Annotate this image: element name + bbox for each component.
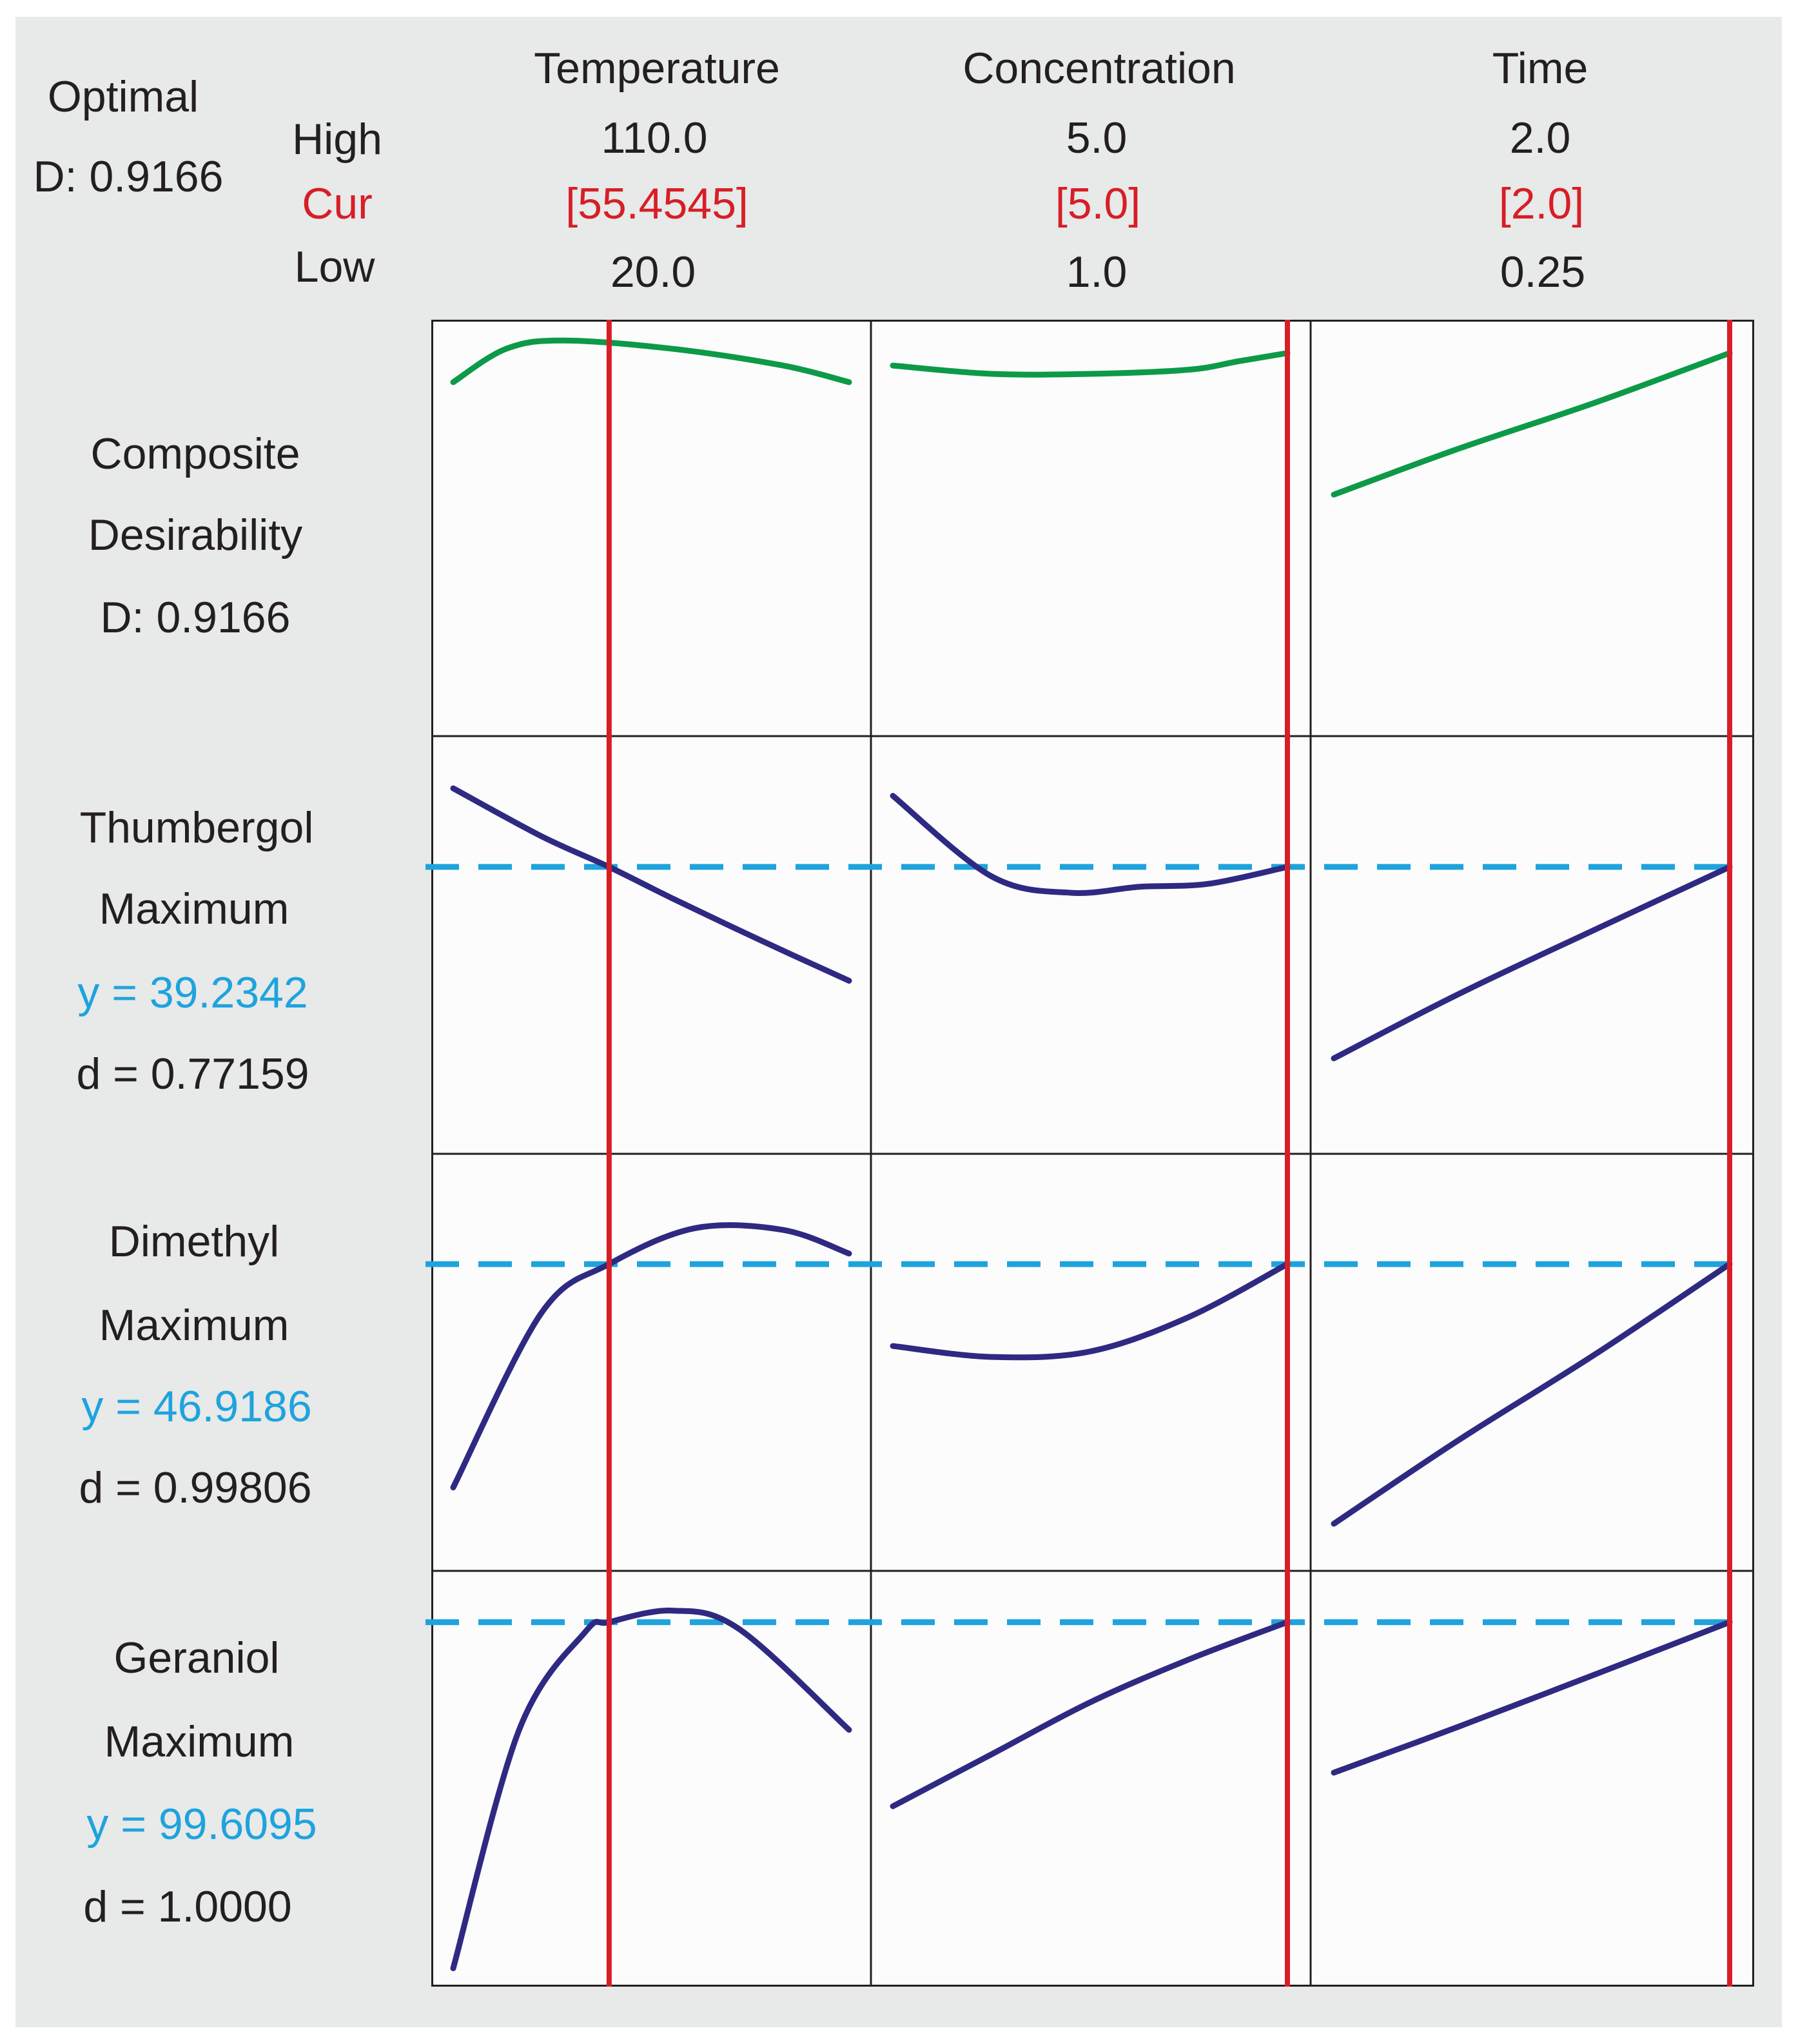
- factor-high-temperature: 110.0: [601, 113, 708, 162]
- composite-curve-time: [1331, 350, 1733, 498]
- dimethyl-goal: Maximum: [99, 1301, 289, 1350]
- factor-cur-temperature: [55.4545]: [565, 179, 748, 228]
- thumbergol-curve-temperature: [450, 785, 852, 984]
- thumbergol-curve-concentration: [890, 793, 1291, 896]
- cur-label: Cur: [302, 179, 373, 228]
- factor-name-time: Time: [1492, 44, 1588, 93]
- composite-curve-concentration: [890, 350, 1291, 378]
- optimal-label: Optimal: [47, 72, 199, 121]
- factor-name-temperature: Temperature: [534, 44, 780, 93]
- factor-high-time: 2.0: [1509, 113, 1571, 162]
- thumbergol-label: Thumbergol: [79, 803, 314, 852]
- geraniol-curve-concentration: [890, 1619, 1291, 1809]
- geraniol-goal: Maximum: [104, 1717, 295, 1766]
- dimethyl-curve-time: [1331, 1261, 1733, 1527]
- low-label: Low: [294, 242, 375, 291]
- thumbergol-curve-time: [1331, 864, 1733, 1062]
- geraniol-d-value: d = 1.0000: [83, 1882, 292, 1931]
- factor-name-concentration: Concentration: [963, 44, 1236, 93]
- geraniol-y-value: y = 99.6095: [86, 1800, 317, 1849]
- geraniol-label: Geraniol: [113, 1633, 280, 1682]
- composite-d-value: D: 0.9166: [100, 593, 291, 642]
- high-label: High: [292, 115, 382, 164]
- dimethyl-label: Dimethyl: [108, 1217, 280, 1266]
- dimethyl-curve-concentration: [890, 1261, 1291, 1361]
- factor-high-concentration: 5.0: [1066, 113, 1128, 162]
- thumbergol-goal: Maximum: [99, 884, 289, 933]
- dimethyl-d-value: d = 0.99806: [79, 1463, 312, 1512]
- factor-cur-time: [2.0]: [1498, 179, 1585, 228]
- composite-label-line2: Desirability: [88, 511, 303, 560]
- thumbergol-y-value: y = 39.2342: [77, 968, 308, 1017]
- dimethyl-curve-temperature: [450, 1222, 852, 1491]
- composite-label-line1: Composite: [90, 429, 300, 478]
- optimal-d-value: D: 0.9166: [33, 152, 224, 201]
- geraniol-curve-temperature: [450, 1608, 852, 1971]
- factor-cur-concentration: [5.0]: [1055, 179, 1141, 228]
- factor-low-concentration: 1.0: [1066, 248, 1128, 297]
- factor-low-time: 0.25: [1500, 248, 1586, 297]
- composite-curve-temperature: [450, 337, 852, 385]
- dimethyl-y-value: y = 46.9186: [81, 1382, 312, 1431]
- factor-low-temperature: 20.0: [610, 248, 696, 297]
- thumbergol-d-value: d = 0.77159: [76, 1049, 309, 1098]
- geraniol-curve-time: [1331, 1619, 1733, 1776]
